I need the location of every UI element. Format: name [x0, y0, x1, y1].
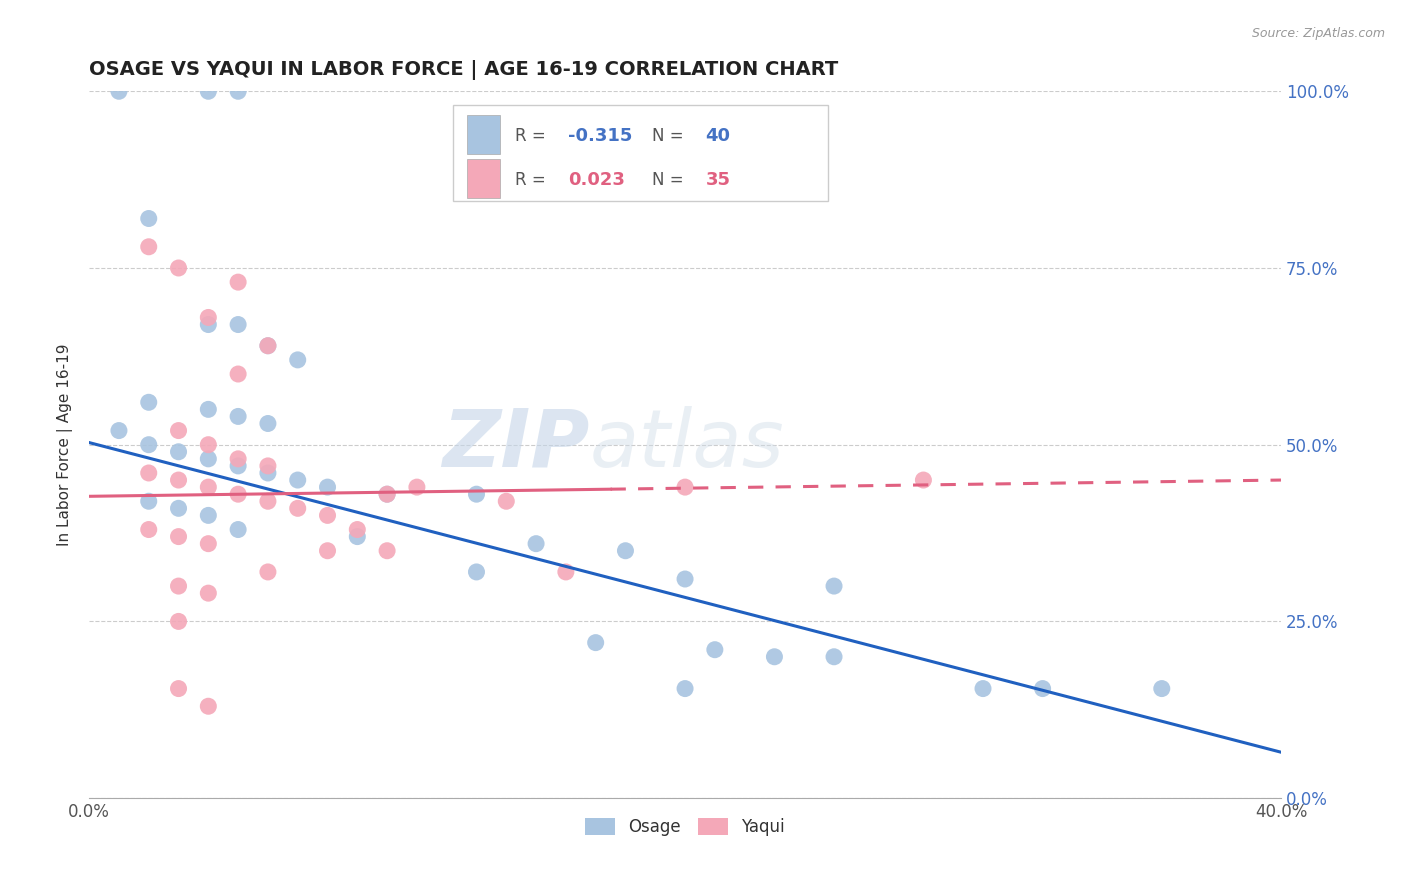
- Point: [197, 508, 219, 523]
- Point: [257, 565, 280, 579]
- Text: Source: ZipAtlas.com: Source: ZipAtlas.com: [1251, 27, 1385, 40]
- Point: [465, 565, 488, 579]
- Text: 0.023: 0.023: [568, 171, 626, 189]
- Point: [554, 565, 576, 579]
- Text: OSAGE VS YAQUI IN LABOR FORCE | AGE 16-19 CORRELATION CHART: OSAGE VS YAQUI IN LABOR FORCE | AGE 16-1…: [89, 60, 838, 79]
- Point: [495, 494, 517, 508]
- Point: [197, 310, 219, 325]
- Point: [108, 424, 131, 438]
- Point: [1150, 681, 1173, 696]
- Point: [108, 84, 131, 98]
- Point: [226, 409, 249, 424]
- Point: [406, 480, 429, 494]
- Text: 35: 35: [706, 171, 730, 189]
- Point: [703, 642, 725, 657]
- Point: [138, 523, 160, 537]
- Point: [138, 466, 160, 480]
- Point: [197, 699, 219, 714]
- Point: [167, 681, 190, 696]
- Point: [197, 438, 219, 452]
- Point: [138, 494, 160, 508]
- Point: [585, 635, 607, 649]
- Point: [614, 543, 637, 558]
- Point: [138, 240, 160, 254]
- Point: [912, 473, 935, 487]
- Point: [257, 339, 280, 353]
- Point: [823, 579, 845, 593]
- Bar: [467, 159, 501, 197]
- Point: [257, 417, 280, 431]
- FancyBboxPatch shape: [453, 105, 828, 201]
- Point: [1032, 681, 1054, 696]
- Point: [226, 487, 249, 501]
- Point: [197, 480, 219, 494]
- Point: [167, 424, 190, 438]
- Legend: Osage, Yaqui: Osage, Yaqui: [579, 812, 792, 843]
- Point: [673, 480, 696, 494]
- Text: ZIP: ZIP: [443, 406, 589, 483]
- Point: [226, 458, 249, 473]
- Point: [257, 458, 280, 473]
- Bar: [467, 115, 501, 153]
- Point: [197, 586, 219, 600]
- Point: [257, 494, 280, 508]
- Point: [316, 543, 339, 558]
- Point: [346, 530, 368, 544]
- Point: [257, 466, 280, 480]
- Point: [287, 352, 309, 367]
- Point: [972, 681, 994, 696]
- Text: -0.315: -0.315: [568, 127, 633, 145]
- Text: N =: N =: [652, 171, 689, 189]
- Point: [226, 367, 249, 381]
- Point: [138, 438, 160, 452]
- Point: [316, 508, 339, 523]
- Point: [316, 480, 339, 494]
- Point: [197, 84, 219, 98]
- Point: [465, 487, 488, 501]
- Point: [226, 523, 249, 537]
- Point: [226, 318, 249, 332]
- Point: [375, 487, 398, 501]
- Point: [375, 543, 398, 558]
- Text: R =: R =: [515, 127, 551, 145]
- Text: atlas: atlas: [589, 406, 785, 483]
- Point: [167, 473, 190, 487]
- Point: [226, 275, 249, 289]
- Point: [375, 487, 398, 501]
- Point: [346, 523, 368, 537]
- Point: [524, 536, 547, 550]
- Point: [197, 318, 219, 332]
- Point: [287, 501, 309, 516]
- Point: [197, 536, 219, 550]
- Y-axis label: In Labor Force | Age 16-19: In Labor Force | Age 16-19: [58, 343, 73, 546]
- Point: [167, 615, 190, 629]
- Text: N =: N =: [652, 127, 689, 145]
- Text: 40: 40: [706, 127, 730, 145]
- Point: [226, 84, 249, 98]
- Point: [673, 681, 696, 696]
- Point: [138, 395, 160, 409]
- Point: [197, 402, 219, 417]
- Text: R =: R =: [515, 171, 551, 189]
- Point: [138, 211, 160, 226]
- Point: [673, 572, 696, 586]
- Point: [167, 444, 190, 458]
- Point: [167, 260, 190, 275]
- Point: [823, 649, 845, 664]
- Point: [287, 473, 309, 487]
- Point: [226, 451, 249, 466]
- Point: [763, 649, 786, 664]
- Point: [257, 339, 280, 353]
- Point: [167, 501, 190, 516]
- Point: [167, 530, 190, 544]
- Point: [167, 579, 190, 593]
- Point: [197, 451, 219, 466]
